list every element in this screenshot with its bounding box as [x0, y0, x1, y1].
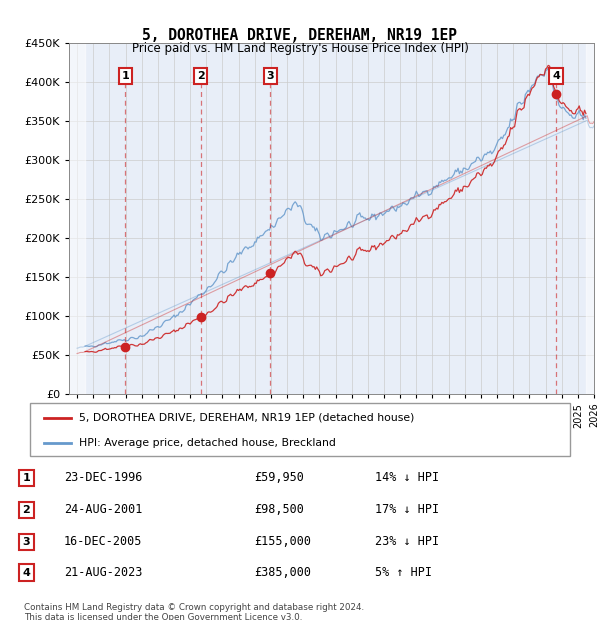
Text: 3: 3: [23, 537, 30, 547]
Text: 2: 2: [23, 505, 30, 515]
Bar: [69, 43, 85, 394]
Text: £155,000: £155,000: [254, 536, 311, 548]
Text: 17% ↓ HPI: 17% ↓ HPI: [375, 503, 439, 516]
Text: 14% ↓ HPI: 14% ↓ HPI: [375, 471, 439, 484]
Text: 21-AUG-2023: 21-AUG-2023: [64, 566, 142, 579]
Text: This data is licensed under the Open Government Licence v3.0.: This data is licensed under the Open Gov…: [24, 613, 302, 620]
Text: 3: 3: [266, 71, 274, 81]
Text: 16-DEC-2005: 16-DEC-2005: [64, 536, 142, 548]
Text: HPI: Average price, detached house, Breckland: HPI: Average price, detached house, Brec…: [79, 438, 335, 448]
Text: £385,000: £385,000: [254, 566, 311, 579]
Bar: [586, 43, 594, 394]
Bar: [586, 43, 594, 394]
Text: 2: 2: [197, 71, 205, 81]
Text: 5% ↑ HPI: 5% ↑ HPI: [375, 566, 432, 579]
Text: 5, DOROTHEA DRIVE, DEREHAM, NR19 1EP: 5, DOROTHEA DRIVE, DEREHAM, NR19 1EP: [143, 28, 458, 43]
Text: 1: 1: [23, 473, 30, 483]
Text: £59,950: £59,950: [254, 471, 304, 484]
Bar: [69, 43, 85, 394]
Text: 4: 4: [22, 567, 31, 578]
Text: 5, DOROTHEA DRIVE, DEREHAM, NR19 1EP (detached house): 5, DOROTHEA DRIVE, DEREHAM, NR19 1EP (de…: [79, 413, 414, 423]
Text: Price paid vs. HM Land Registry's House Price Index (HPI): Price paid vs. HM Land Registry's House …: [131, 42, 469, 55]
FancyBboxPatch shape: [30, 403, 570, 456]
Text: Contains HM Land Registry data © Crown copyright and database right 2024.: Contains HM Land Registry data © Crown c…: [24, 603, 364, 612]
Text: 24-AUG-2001: 24-AUG-2001: [64, 503, 142, 516]
Text: £98,500: £98,500: [254, 503, 304, 516]
Text: 23-DEC-1996: 23-DEC-1996: [64, 471, 142, 484]
Text: 1: 1: [121, 71, 129, 81]
Text: 4: 4: [552, 71, 560, 81]
Text: 23% ↓ HPI: 23% ↓ HPI: [375, 536, 439, 548]
